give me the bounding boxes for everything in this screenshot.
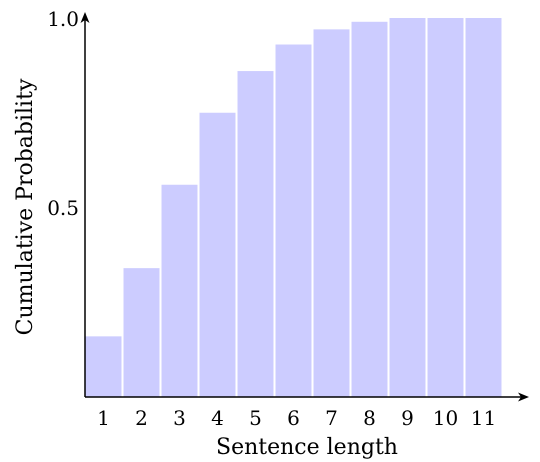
- bars-group: [85, 18, 502, 398]
- y-axis-arrow: [80, 12, 90, 23]
- x-axis-arrow: [518, 392, 529, 402]
- x-tick-label-5: 5: [249, 406, 262, 430]
- x-axis-title: Sentence length: [216, 435, 398, 460]
- x-tick-label-9: 9: [401, 406, 414, 430]
- bar-7: [313, 29, 350, 398]
- x-tick-label-4: 4: [211, 406, 224, 430]
- bar-2: [123, 268, 160, 397]
- y-axis-title: Cumulative Probability: [13, 78, 38, 335]
- y-tick-label-0-5: 0.5: [47, 196, 79, 220]
- bar-11: [465, 18, 502, 397]
- x-tick-label-8: 8: [363, 406, 376, 430]
- bar-5: [237, 71, 274, 397]
- bar-9: [389, 18, 426, 397]
- x-tick-label-11: 11: [471, 406, 496, 430]
- bar-4: [199, 112, 236, 397]
- bar-1: [85, 336, 122, 397]
- tick-labels-group: 1 2 3 4 5 6 7 8 9 10 11: [97, 406, 496, 430]
- x-tick-label-1: 1: [97, 406, 110, 430]
- bar-8: [351, 21, 388, 397]
- bar-6: [275, 44, 312, 397]
- x-tick-label-10: 10: [433, 406, 458, 430]
- x-tick-label-6: 6: [287, 406, 300, 430]
- x-tick-label-7: 7: [325, 406, 338, 430]
- x-tick-label-3: 3: [173, 406, 186, 430]
- axes-group: [80, 12, 529, 402]
- x-tick-label-2: 2: [135, 406, 148, 430]
- bar-10: [427, 18, 464, 397]
- bar-3: [161, 184, 198, 397]
- y-tick-label-1-0: 1.0: [47, 7, 79, 31]
